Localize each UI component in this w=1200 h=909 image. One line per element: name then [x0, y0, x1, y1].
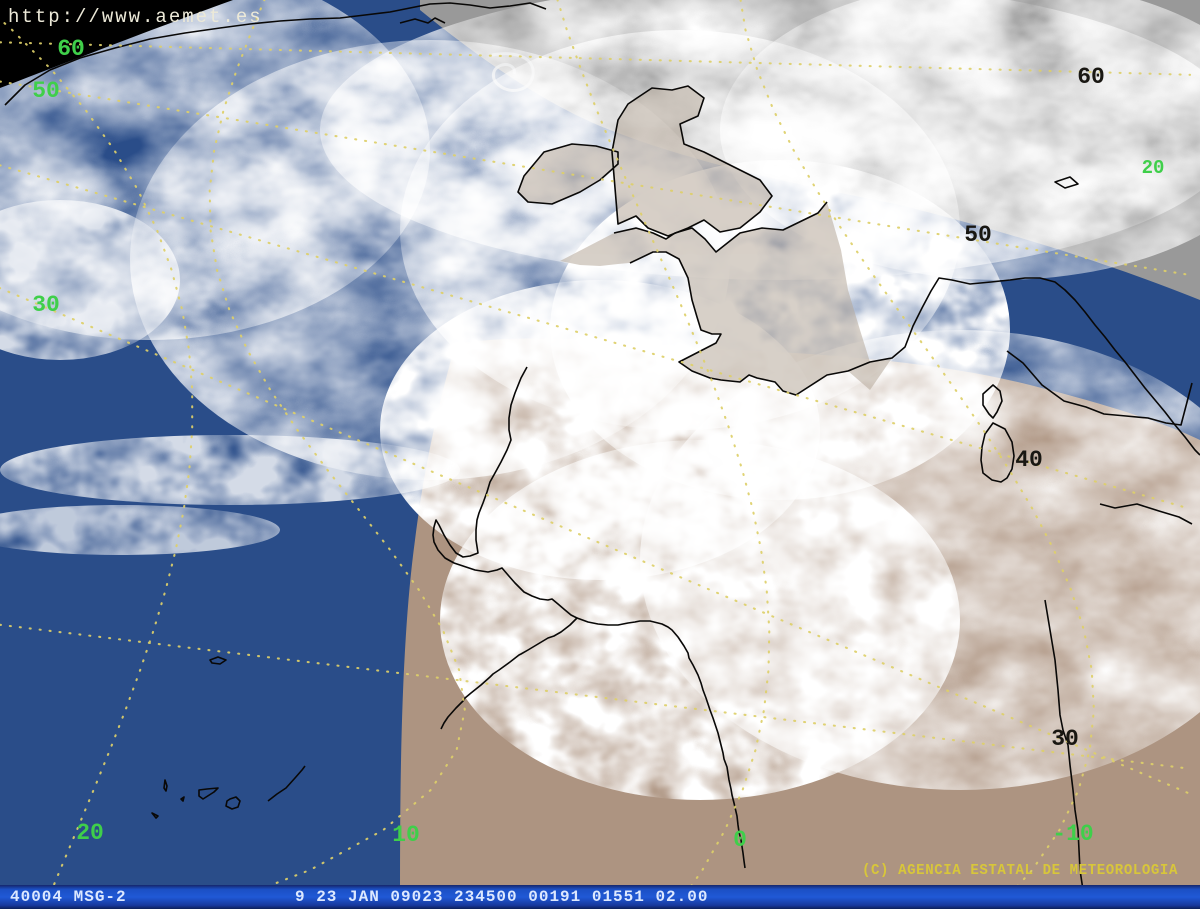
svg-text:http://www.aemet.es: http://www.aemet.es: [8, 6, 263, 28]
svg-text:60: 60: [57, 36, 85, 62]
svg-text:50: 50: [32, 78, 60, 104]
svg-text:50: 50: [964, 222, 992, 248]
svg-text:(C) AGENCIA ESTATAL DE METEORO: (C) AGENCIA ESTATAL DE METEOROLOGIA: [862, 863, 1178, 879]
svg-text:60: 60: [1077, 64, 1105, 90]
svg-text:20: 20: [1142, 157, 1165, 179]
svg-text:20: 20: [76, 820, 104, 846]
svg-text:40: 40: [1015, 447, 1043, 473]
svg-text:10: 10: [392, 822, 420, 848]
svg-text:0: 0: [733, 827, 747, 853]
svg-text:30: 30: [1051, 726, 1079, 752]
svg-text:30: 30: [32, 292, 60, 318]
svg-text:-10: -10: [1052, 821, 1093, 847]
